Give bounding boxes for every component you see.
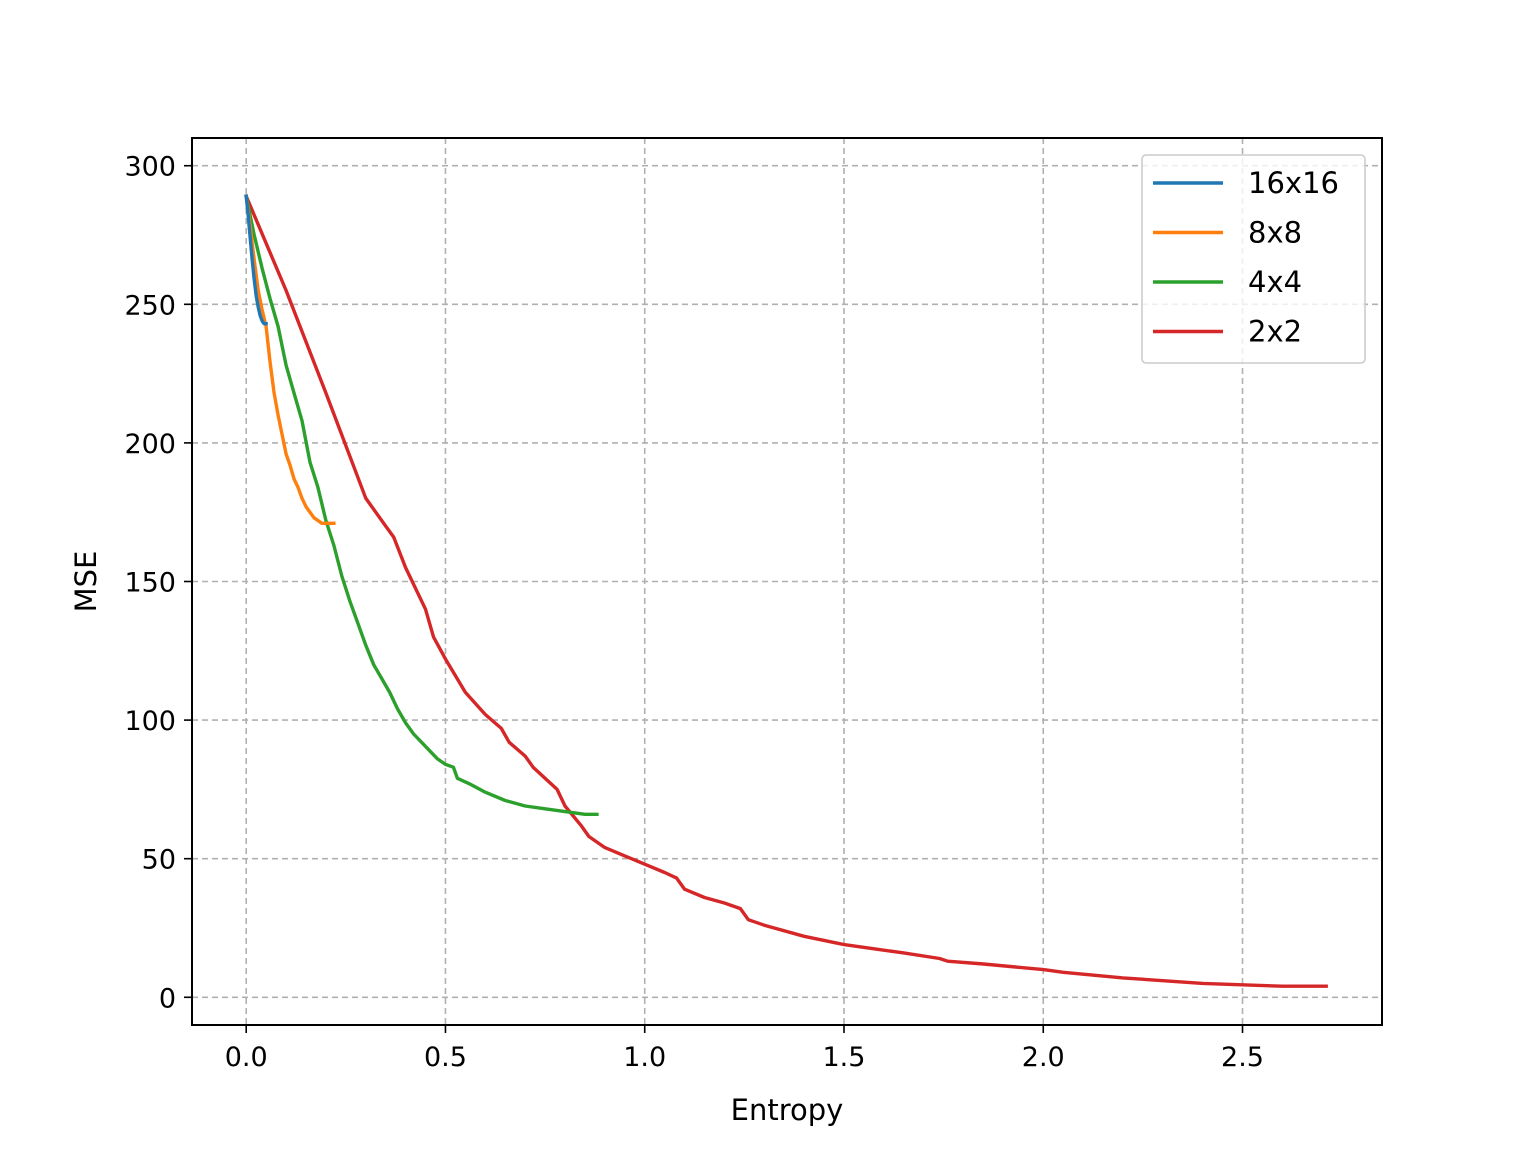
- y-tick-label: 300: [124, 152, 176, 183]
- series-line-8x8: [244, 194, 336, 525]
- legend-label-2x2: 2x2: [1248, 315, 1302, 349]
- series-line-4x4: [244, 194, 599, 816]
- y-tick-label: 150: [124, 568, 176, 599]
- y-tick-label: 200: [124, 429, 176, 460]
- plot-lines: [243, 193, 1328, 988]
- x-tick-label: 1.0: [623, 1042, 666, 1073]
- y-axis-label: MSE: [69, 551, 103, 613]
- x-tick-label: 0.5: [424, 1042, 467, 1073]
- x-tick-label: 2.5: [1221, 1042, 1264, 1073]
- legend-box: [1141, 154, 1366, 364]
- legend-label-4x4: 4x4: [1248, 265, 1302, 299]
- series-line-2x2: [243, 193, 1328, 988]
- legend-label-8x8: 8x8: [1248, 216, 1302, 250]
- legend-label-16x16: 16x16: [1248, 166, 1339, 200]
- x-axis-label: Entropy: [731, 1093, 844, 1127]
- y-tick-label: 250: [124, 290, 176, 321]
- x-tick-label: 1.5: [823, 1042, 866, 1073]
- x-tick-label: 2.0: [1022, 1042, 1065, 1073]
- y-tick-label: 100: [124, 706, 176, 737]
- x-tick-label: 0.0: [225, 1042, 268, 1073]
- y-tick-label: 50: [142, 845, 176, 876]
- legend: 16x16 8x8 4x4 2x2: [1141, 154, 1366, 364]
- y-tick-label: 0: [159, 983, 176, 1014]
- axis-ticks: 0.0 0.5 1.0 1.5 2.0 2.5 0 50 100 150 200 250 300: [124, 152, 1264, 1073]
- series-line-16x16: [244, 194, 268, 326]
